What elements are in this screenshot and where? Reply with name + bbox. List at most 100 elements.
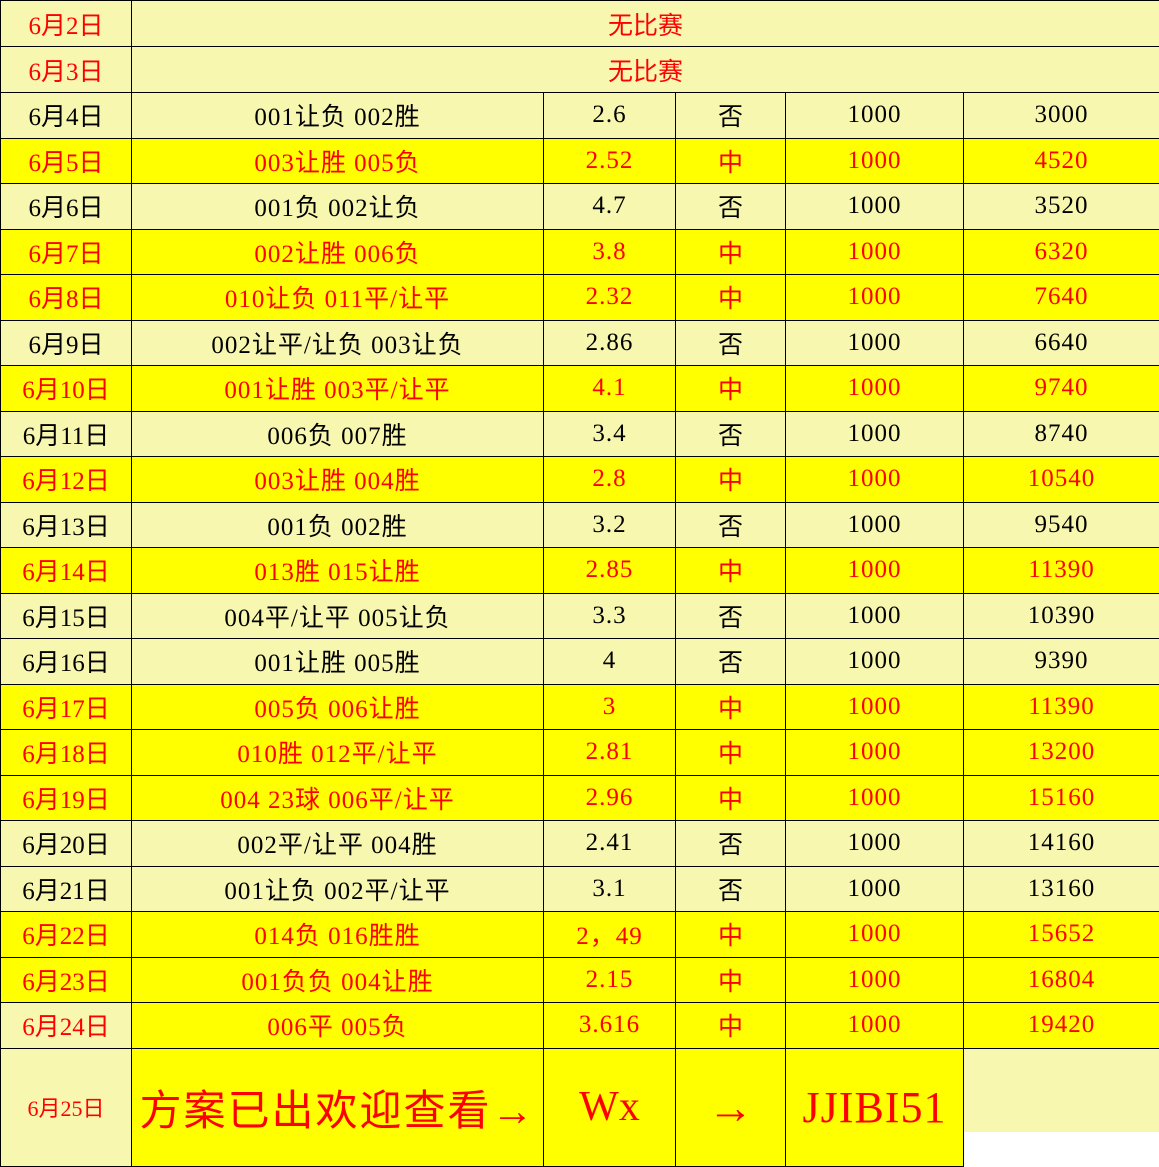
pick-cell: 001让负 002胜 bbox=[132, 93, 544, 139]
odds-cell: 3.8 bbox=[544, 229, 676, 275]
stake-cell: 1000 bbox=[786, 275, 964, 321]
profit-cell: 10540 bbox=[964, 457, 1159, 503]
date-cell: 6月10日 bbox=[1, 366, 132, 412]
profit-cell: 15652 bbox=[964, 912, 1159, 958]
hit-status-cell: 中 bbox=[676, 912, 786, 958]
hit-status-cell: 中 bbox=[676, 548, 786, 594]
stake-cell: 1000 bbox=[786, 93, 964, 139]
date-cell: 6月21日 bbox=[1, 866, 132, 912]
stake-cell: 1000 bbox=[786, 548, 964, 594]
hit-status-cell: 否 bbox=[676, 411, 786, 457]
profit-cell: 6640 bbox=[964, 320, 1159, 366]
odds-cell: 2.81 bbox=[544, 730, 676, 776]
odds-cell: 2.15 bbox=[544, 957, 676, 1003]
hit-status-cell: 中 bbox=[676, 457, 786, 503]
profit-cell: 14160 bbox=[964, 821, 1159, 867]
pick-cell: 001让胜 003平/让平 bbox=[132, 366, 544, 412]
odds-cell: 2.86 bbox=[544, 320, 676, 366]
no-match-label: 无比赛 bbox=[132, 1, 1159, 47]
odds-cell: 4.1 bbox=[544, 366, 676, 412]
profit-cell: 9740 bbox=[964, 366, 1159, 412]
profit-cell: 19420 bbox=[964, 1003, 1159, 1049]
profit-cell: 8740 bbox=[964, 411, 1159, 457]
hit-status-cell: 否 bbox=[676, 502, 786, 548]
date-cell: 6月7日 bbox=[1, 229, 132, 275]
date-cell: 6月3日 bbox=[1, 47, 132, 93]
hit-status-cell: 中 bbox=[676, 730, 786, 776]
arrow-right-icon: → bbox=[676, 1048, 786, 1166]
date-cell: 6月4日 bbox=[1, 93, 132, 139]
hit-status-cell: 否 bbox=[676, 93, 786, 139]
stake-cell: 1000 bbox=[786, 593, 964, 639]
odds-cell: 2.52 bbox=[544, 138, 676, 184]
stake-cell: 1000 bbox=[786, 1003, 964, 1049]
odds-cell: 2.85 bbox=[544, 548, 676, 594]
table-row-no-match: 6月3日无比赛 bbox=[1, 47, 1159, 93]
stake-cell: 1000 bbox=[786, 866, 964, 912]
hit-status-cell: 否 bbox=[676, 320, 786, 366]
hit-status-cell: 中 bbox=[676, 684, 786, 730]
pick-cell: 003让胜 005负 bbox=[132, 138, 544, 184]
date-cell: 6月23日 bbox=[1, 957, 132, 1003]
date-cell: 6月14日 bbox=[1, 548, 132, 594]
stake-cell: 1000 bbox=[786, 411, 964, 457]
date-cell: 6月13日 bbox=[1, 502, 132, 548]
stake-cell: 1000 bbox=[786, 366, 964, 412]
stake-cell: 1000 bbox=[786, 684, 964, 730]
odds-cell: 2.6 bbox=[544, 93, 676, 139]
odds-cell: 3 bbox=[544, 684, 676, 730]
odds-cell: 2.8 bbox=[544, 457, 676, 503]
pick-cell: 010胜 012平/让平 bbox=[132, 730, 544, 776]
stake-cell: 1000 bbox=[786, 912, 964, 958]
pick-cell: 006负 007胜 bbox=[132, 411, 544, 457]
odds-cell: 2，49 bbox=[544, 912, 676, 958]
hit-status-cell: 否 bbox=[676, 593, 786, 639]
hit-status-cell: 中 bbox=[676, 275, 786, 321]
date-cell: 6月25日 bbox=[1, 1048, 132, 1166]
date-cell: 6月11日 bbox=[1, 411, 132, 457]
profit-cell: 6320 bbox=[964, 229, 1159, 275]
pick-cell: 005负 006让胜 bbox=[132, 684, 544, 730]
stake-cell: 1000 bbox=[786, 138, 964, 184]
promo-message[interactable]: 方案已出欢迎查看→ bbox=[132, 1048, 544, 1166]
date-cell: 6月12日 bbox=[1, 457, 132, 503]
odds-cell: 2.32 bbox=[544, 275, 676, 321]
date-cell: 6月19日 bbox=[1, 775, 132, 821]
stake-cell: 1000 bbox=[786, 320, 964, 366]
profit-cell: 9390 bbox=[964, 639, 1159, 685]
stake-cell: 1000 bbox=[786, 639, 964, 685]
date-cell: 6月2日 bbox=[1, 1, 132, 47]
pick-cell: 001让胜 005胜 bbox=[132, 639, 544, 685]
pick-cell: 010让负 011平/让平 bbox=[132, 275, 544, 321]
pick-cell: 006平 005负 bbox=[132, 1003, 544, 1049]
hit-status-cell: 否 bbox=[676, 866, 786, 912]
profit-cell: 10390 bbox=[964, 593, 1159, 639]
hit-status-cell: 中 bbox=[676, 138, 786, 184]
hit-status-cell: 否 bbox=[676, 184, 786, 230]
stake-cell: 1000 bbox=[786, 229, 964, 275]
pick-cell: 002让平/让负 003让负 bbox=[132, 320, 544, 366]
date-cell: 6月17日 bbox=[1, 684, 132, 730]
wechat-id[interactable]: JJIBI51 bbox=[786, 1048, 964, 1166]
stake-cell: 1000 bbox=[786, 957, 964, 1003]
profit-cell: 9540 bbox=[964, 502, 1159, 548]
odds-cell: 3.4 bbox=[544, 411, 676, 457]
profit-cell: 11390 bbox=[964, 548, 1159, 594]
hit-status-cell: 否 bbox=[676, 821, 786, 867]
stake-cell: 1000 bbox=[786, 502, 964, 548]
